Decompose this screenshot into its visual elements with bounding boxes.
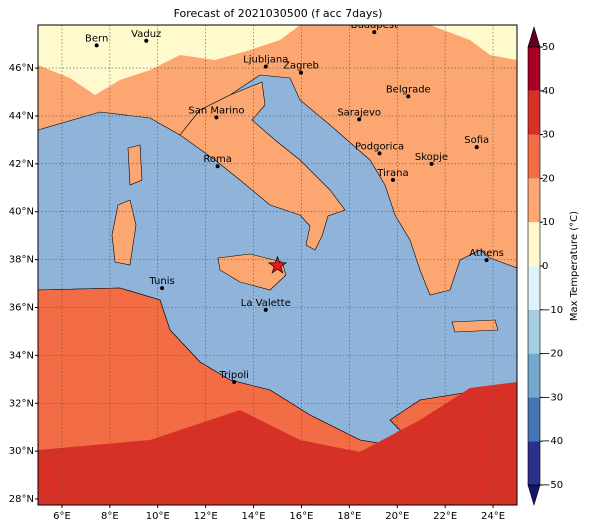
city-dot xyxy=(474,145,479,150)
city-label: Budapest xyxy=(351,20,398,31)
y-tick-label: 30°N xyxy=(9,446,34,457)
sardinia xyxy=(111,199,137,266)
colorbar-band xyxy=(528,353,540,398)
graticule xyxy=(38,25,517,505)
y-tick-label: 44°N xyxy=(9,111,34,122)
colorbar-band xyxy=(528,222,540,266)
colorbar-tick-label: −40 xyxy=(542,436,563,447)
colorbar-over xyxy=(527,25,541,48)
y-tick-label: 40°N xyxy=(9,207,34,218)
city-dot xyxy=(406,94,411,99)
city-label: Roma xyxy=(203,154,232,165)
crete xyxy=(451,319,499,333)
x-tick-label: 18°E xyxy=(337,511,361,522)
colorbar-band xyxy=(528,309,540,354)
y-tick-label: 46°N xyxy=(9,63,34,74)
city-dot xyxy=(263,64,268,69)
y-tick-label: 34°N xyxy=(9,350,34,361)
city-label: Sofia xyxy=(464,135,489,146)
x-tick-label: 22°E xyxy=(433,511,457,522)
colorbar-band xyxy=(528,266,540,310)
cold-land xyxy=(38,25,300,95)
city-dot xyxy=(377,151,382,156)
colorbar-tick-label: −20 xyxy=(542,349,563,360)
colorbar-tick-label: 10 xyxy=(542,217,555,228)
colorbar-tick-label: 20 xyxy=(542,173,555,184)
city-label: La Valette xyxy=(241,298,291,309)
city-label: Ljubljana xyxy=(243,55,288,66)
city-dot xyxy=(357,117,362,122)
map-title: Forecast of 2021030500 (f acc 7days) xyxy=(174,7,383,20)
city-label: Athens xyxy=(469,248,504,259)
city-dot xyxy=(263,307,268,312)
corsica xyxy=(127,144,143,186)
axis-ticks: 6°E 8°E 10°E 12°E 14°E 16°E 18°E 20°E 22°E 24°E 28… xyxy=(9,63,505,522)
colorbar: −50 −40 −30 −20 −10 0 10 20 30 40 50 Max Temperatur… xyxy=(527,25,580,507)
y-tick-label: 42°N xyxy=(9,159,34,170)
city-label: Tunis xyxy=(148,276,174,287)
city-dot xyxy=(160,286,165,291)
y-tick-label: 28°N xyxy=(9,494,34,505)
city-label: Tirana xyxy=(376,168,408,179)
x-tick-label: 6°E xyxy=(53,511,71,522)
x-tick-label: 16°E xyxy=(289,511,313,522)
cold-land xyxy=(430,25,517,60)
city-dot xyxy=(429,161,434,166)
forecast-point xyxy=(267,255,288,274)
map-frame xyxy=(37,24,518,506)
city-label: Belgrade xyxy=(386,84,431,95)
city-label: Bern xyxy=(85,33,108,44)
colorbar-tick-label: −50 xyxy=(542,480,563,491)
colorbar-label: Max Temperature (°C) xyxy=(569,211,580,321)
city-dot xyxy=(298,70,303,75)
city-dot xyxy=(390,177,395,182)
colorbar-band xyxy=(528,178,540,223)
city-label: Sarajevo xyxy=(337,107,381,118)
colorbar-tick-label: 50 xyxy=(542,42,555,53)
x-tick-label: 8°E xyxy=(101,511,119,522)
colorbar-band xyxy=(528,47,540,91)
x-tick-label: 14°E xyxy=(242,511,266,522)
colorbar-tick-label: −10 xyxy=(542,305,563,316)
x-tick-label: 20°E xyxy=(385,511,409,522)
italy xyxy=(179,81,346,251)
city-label: Skopje xyxy=(415,152,448,163)
city-dot xyxy=(484,258,489,263)
y-tick-label: 38°N xyxy=(9,255,34,266)
colorbar-under xyxy=(527,484,541,507)
city-label: Tripoli xyxy=(218,370,249,381)
colorbar-band xyxy=(528,441,540,485)
city-label: Zagreb xyxy=(283,61,319,72)
colorbar-tick-label: 0 xyxy=(542,261,548,272)
city-dot xyxy=(215,164,220,169)
city-label: San Marino xyxy=(188,105,244,116)
x-tick-label: 12°E xyxy=(194,511,218,522)
x-tick-label: 10°E xyxy=(146,511,170,522)
city-dot xyxy=(232,379,237,384)
city-dot xyxy=(372,30,377,35)
city-dot xyxy=(94,43,99,48)
colorbar-tick-label: 30 xyxy=(542,130,555,141)
colorbar-tick-label: 40 xyxy=(542,86,555,97)
y-tick-label: 32°N xyxy=(9,398,34,409)
colorbar-band xyxy=(528,397,540,442)
city-dot xyxy=(214,115,219,120)
city-label: Vaduz xyxy=(131,29,161,40)
colorbar-tick-label: −30 xyxy=(542,392,563,403)
y-tick-label: 36°N xyxy=(9,302,34,313)
city-label: Podgorica xyxy=(355,141,404,152)
x-tick-label: 24°E xyxy=(481,511,505,522)
city-dot xyxy=(144,38,149,43)
colorbar-band xyxy=(528,90,540,135)
colorbar-band xyxy=(528,134,540,179)
